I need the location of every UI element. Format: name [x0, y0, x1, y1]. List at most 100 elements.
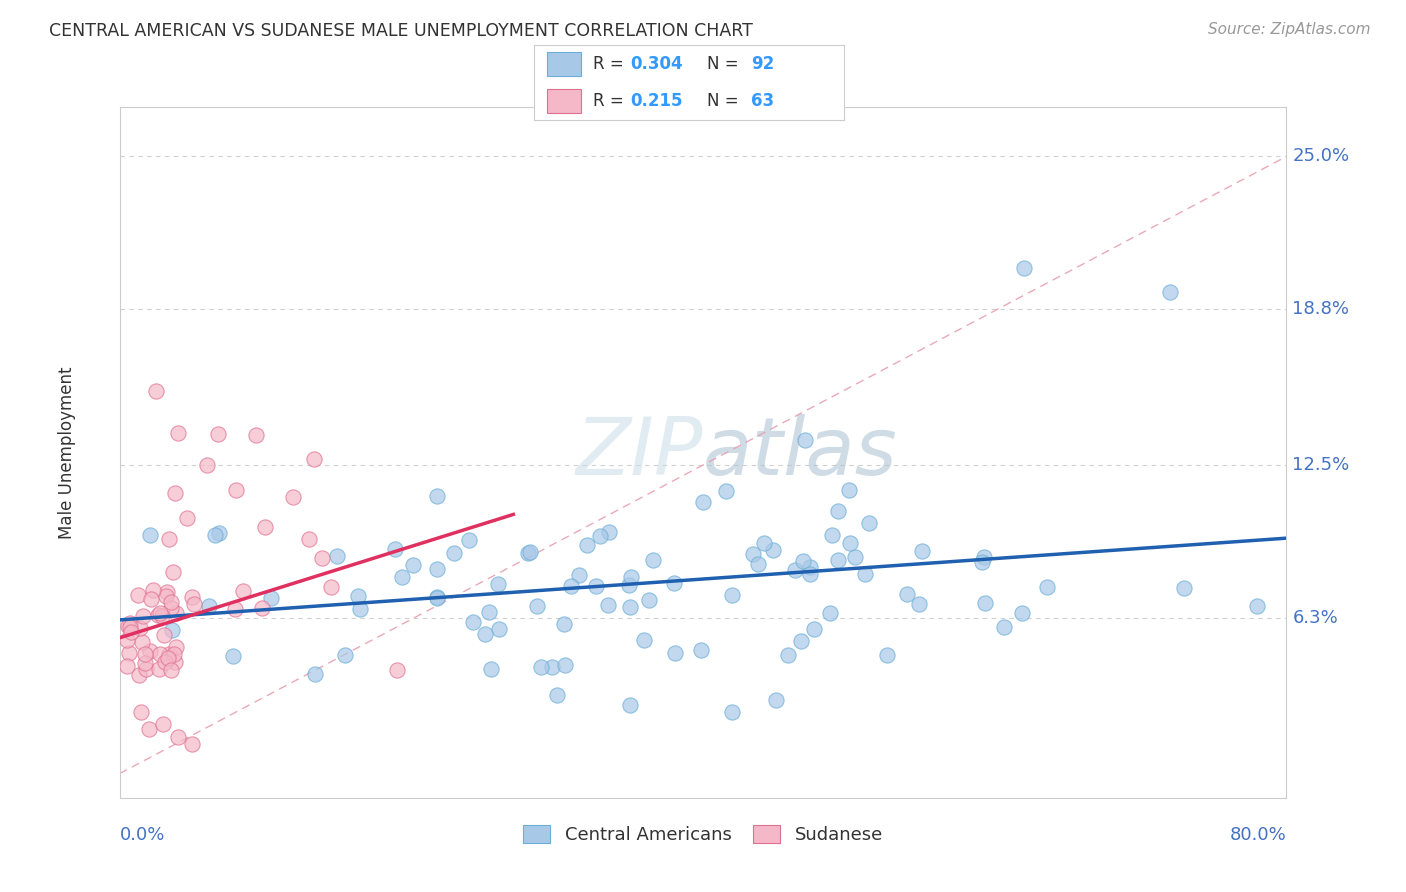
Point: [195, 458, 218, 472]
Point: [553, 617, 575, 632]
Point: [157, 532, 180, 546]
Point: [150, 608, 173, 623]
Text: 25.0%: 25.0%: [1292, 147, 1350, 165]
Point: [146, 607, 169, 622]
Point: [163, 648, 186, 662]
Point: [576, 538, 599, 552]
Point: [789, 633, 811, 648]
Point: [1036, 580, 1059, 594]
Point: [907, 598, 929, 612]
Point: [827, 504, 849, 518]
Point: [250, 601, 273, 615]
Point: [159, 601, 181, 615]
Point: [402, 558, 425, 572]
Point: [426, 590, 449, 604]
Point: [589, 529, 612, 543]
Point: [157, 647, 180, 661]
Point: [333, 648, 356, 662]
Point: [311, 551, 333, 566]
Point: [181, 737, 204, 751]
Point: [721, 705, 744, 719]
Point: [149, 607, 172, 621]
Point: [858, 516, 880, 531]
Point: [803, 622, 825, 636]
Point: [478, 605, 501, 619]
Point: [619, 578, 641, 592]
Point: [254, 520, 277, 534]
Point: [224, 602, 246, 616]
Point: [165, 607, 187, 621]
Point: [633, 633, 655, 648]
Point: [260, 591, 283, 605]
Point: [225, 483, 247, 497]
Point: [692, 495, 714, 509]
Text: 80.0%: 80.0%: [1230, 826, 1286, 844]
Point: [204, 528, 226, 542]
Point: [876, 648, 898, 663]
Point: [461, 615, 484, 629]
Text: N =: N =: [707, 55, 744, 73]
Point: [1246, 599, 1268, 613]
Text: 0.304: 0.304: [630, 55, 683, 73]
Point: [598, 524, 620, 539]
Point: [596, 598, 619, 612]
Text: 12.5%: 12.5%: [1292, 456, 1350, 474]
Point: [560, 579, 582, 593]
Point: [838, 483, 860, 497]
Point: [176, 510, 198, 524]
Point: [747, 557, 769, 571]
Point: [1173, 582, 1195, 596]
Point: [664, 646, 686, 660]
Point: [838, 535, 860, 549]
Point: [752, 536, 775, 550]
Point: [347, 589, 370, 603]
Text: R =: R =: [593, 55, 628, 73]
Point: [641, 553, 664, 567]
Text: 0.215: 0.215: [630, 92, 683, 110]
Point: [145, 384, 167, 398]
Point: [148, 647, 170, 661]
Point: [818, 606, 841, 620]
Point: [474, 627, 496, 641]
Text: 63: 63: [751, 92, 773, 110]
Point: [855, 566, 877, 581]
Point: [519, 545, 541, 559]
Point: [281, 490, 304, 504]
Point: [827, 552, 849, 566]
Text: 92: 92: [751, 55, 775, 73]
Legend: Central Americans, Sudanese: Central Americans, Sudanese: [516, 818, 890, 852]
Point: [135, 662, 157, 676]
Point: [720, 588, 742, 602]
Text: N =: N =: [707, 92, 744, 110]
Point: [160, 595, 183, 609]
Point: [120, 620, 142, 634]
Point: [526, 599, 548, 614]
Point: [232, 583, 254, 598]
Point: [443, 546, 465, 560]
Point: [517, 546, 540, 560]
Point: [689, 643, 711, 657]
Point: [127, 588, 149, 602]
Point: [162, 566, 184, 580]
Point: [820, 528, 842, 542]
Point: [120, 625, 142, 640]
Point: [152, 628, 174, 642]
Point: [142, 582, 165, 597]
Text: CENTRAL AMERICAN VS SUDANESE MALE UNEMPLOYMENT CORRELATION CHART: CENTRAL AMERICAN VS SUDANESE MALE UNEMPL…: [49, 22, 754, 40]
Point: [973, 549, 995, 564]
Point: [973, 596, 995, 610]
Point: [540, 660, 562, 674]
Point: [208, 526, 231, 541]
Point: [1159, 285, 1181, 300]
Point: [425, 489, 447, 503]
Point: [131, 705, 153, 719]
Point: [139, 528, 162, 542]
Point: [148, 662, 170, 676]
Point: [783, 563, 806, 577]
Point: [138, 723, 160, 737]
Point: [426, 591, 449, 606]
Point: [159, 663, 181, 677]
Point: [792, 554, 814, 568]
Point: [134, 647, 156, 661]
Point: [794, 434, 817, 448]
